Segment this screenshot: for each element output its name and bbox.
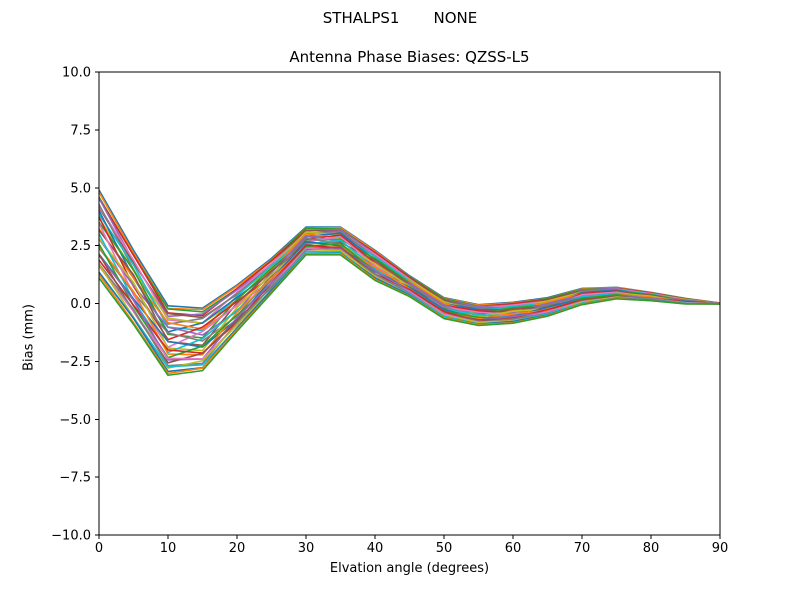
y-tick-label: −2.5 [59, 355, 91, 370]
y-tick-label: −7.5 [59, 471, 91, 486]
x-tick-label: 10 [160, 541, 177, 556]
y-tick-label: −5.0 [59, 413, 91, 428]
x-tick-label: 20 [229, 541, 246, 556]
series-line [98, 254, 720, 377]
x-tick-label: 0 [95, 541, 103, 556]
series-line [98, 252, 721, 373]
x-axis-label: Elvation angle (degrees) [329, 561, 490, 576]
suptitle: STHALPS1 NONE [0, 10, 800, 26]
y-tick-label: 0.0 [70, 297, 91, 312]
axes-frame [98, 71, 721, 536]
y-tick-label: 2.5 [70, 239, 91, 254]
series-line [98, 250, 721, 367]
series-line [98, 213, 721, 332]
series-line [98, 242, 721, 359]
y-axis-label-text: Bias (mm) [21, 304, 36, 371]
suptitle-station: STHALPS1 [322, 9, 400, 27]
x-tick-label: 30 [298, 541, 315, 556]
x-tick-label: 90 [712, 541, 729, 556]
x-tick-label: 40 [367, 541, 384, 556]
y-tick-label: 7.5 [70, 123, 91, 138]
x-tick-label: 50 [436, 541, 453, 556]
y-tick-label: 5.0 [70, 181, 91, 196]
x-tick-label: 70 [574, 541, 591, 556]
x-tick-label: 80 [643, 541, 660, 556]
series-line [98, 205, 721, 324]
axes-title: Antenna Phase Biases: QZSS-L5 [289, 48, 530, 66]
series-line [98, 210, 721, 333]
y-tick-label: −10.0 [51, 529, 91, 544]
series-line [98, 204, 721, 325]
series-line [98, 207, 721, 319]
suptitle-mode: NONE [433, 9, 478, 27]
y-tick-label: 10.0 [62, 66, 91, 81]
x-tick-label: 60 [505, 541, 522, 556]
